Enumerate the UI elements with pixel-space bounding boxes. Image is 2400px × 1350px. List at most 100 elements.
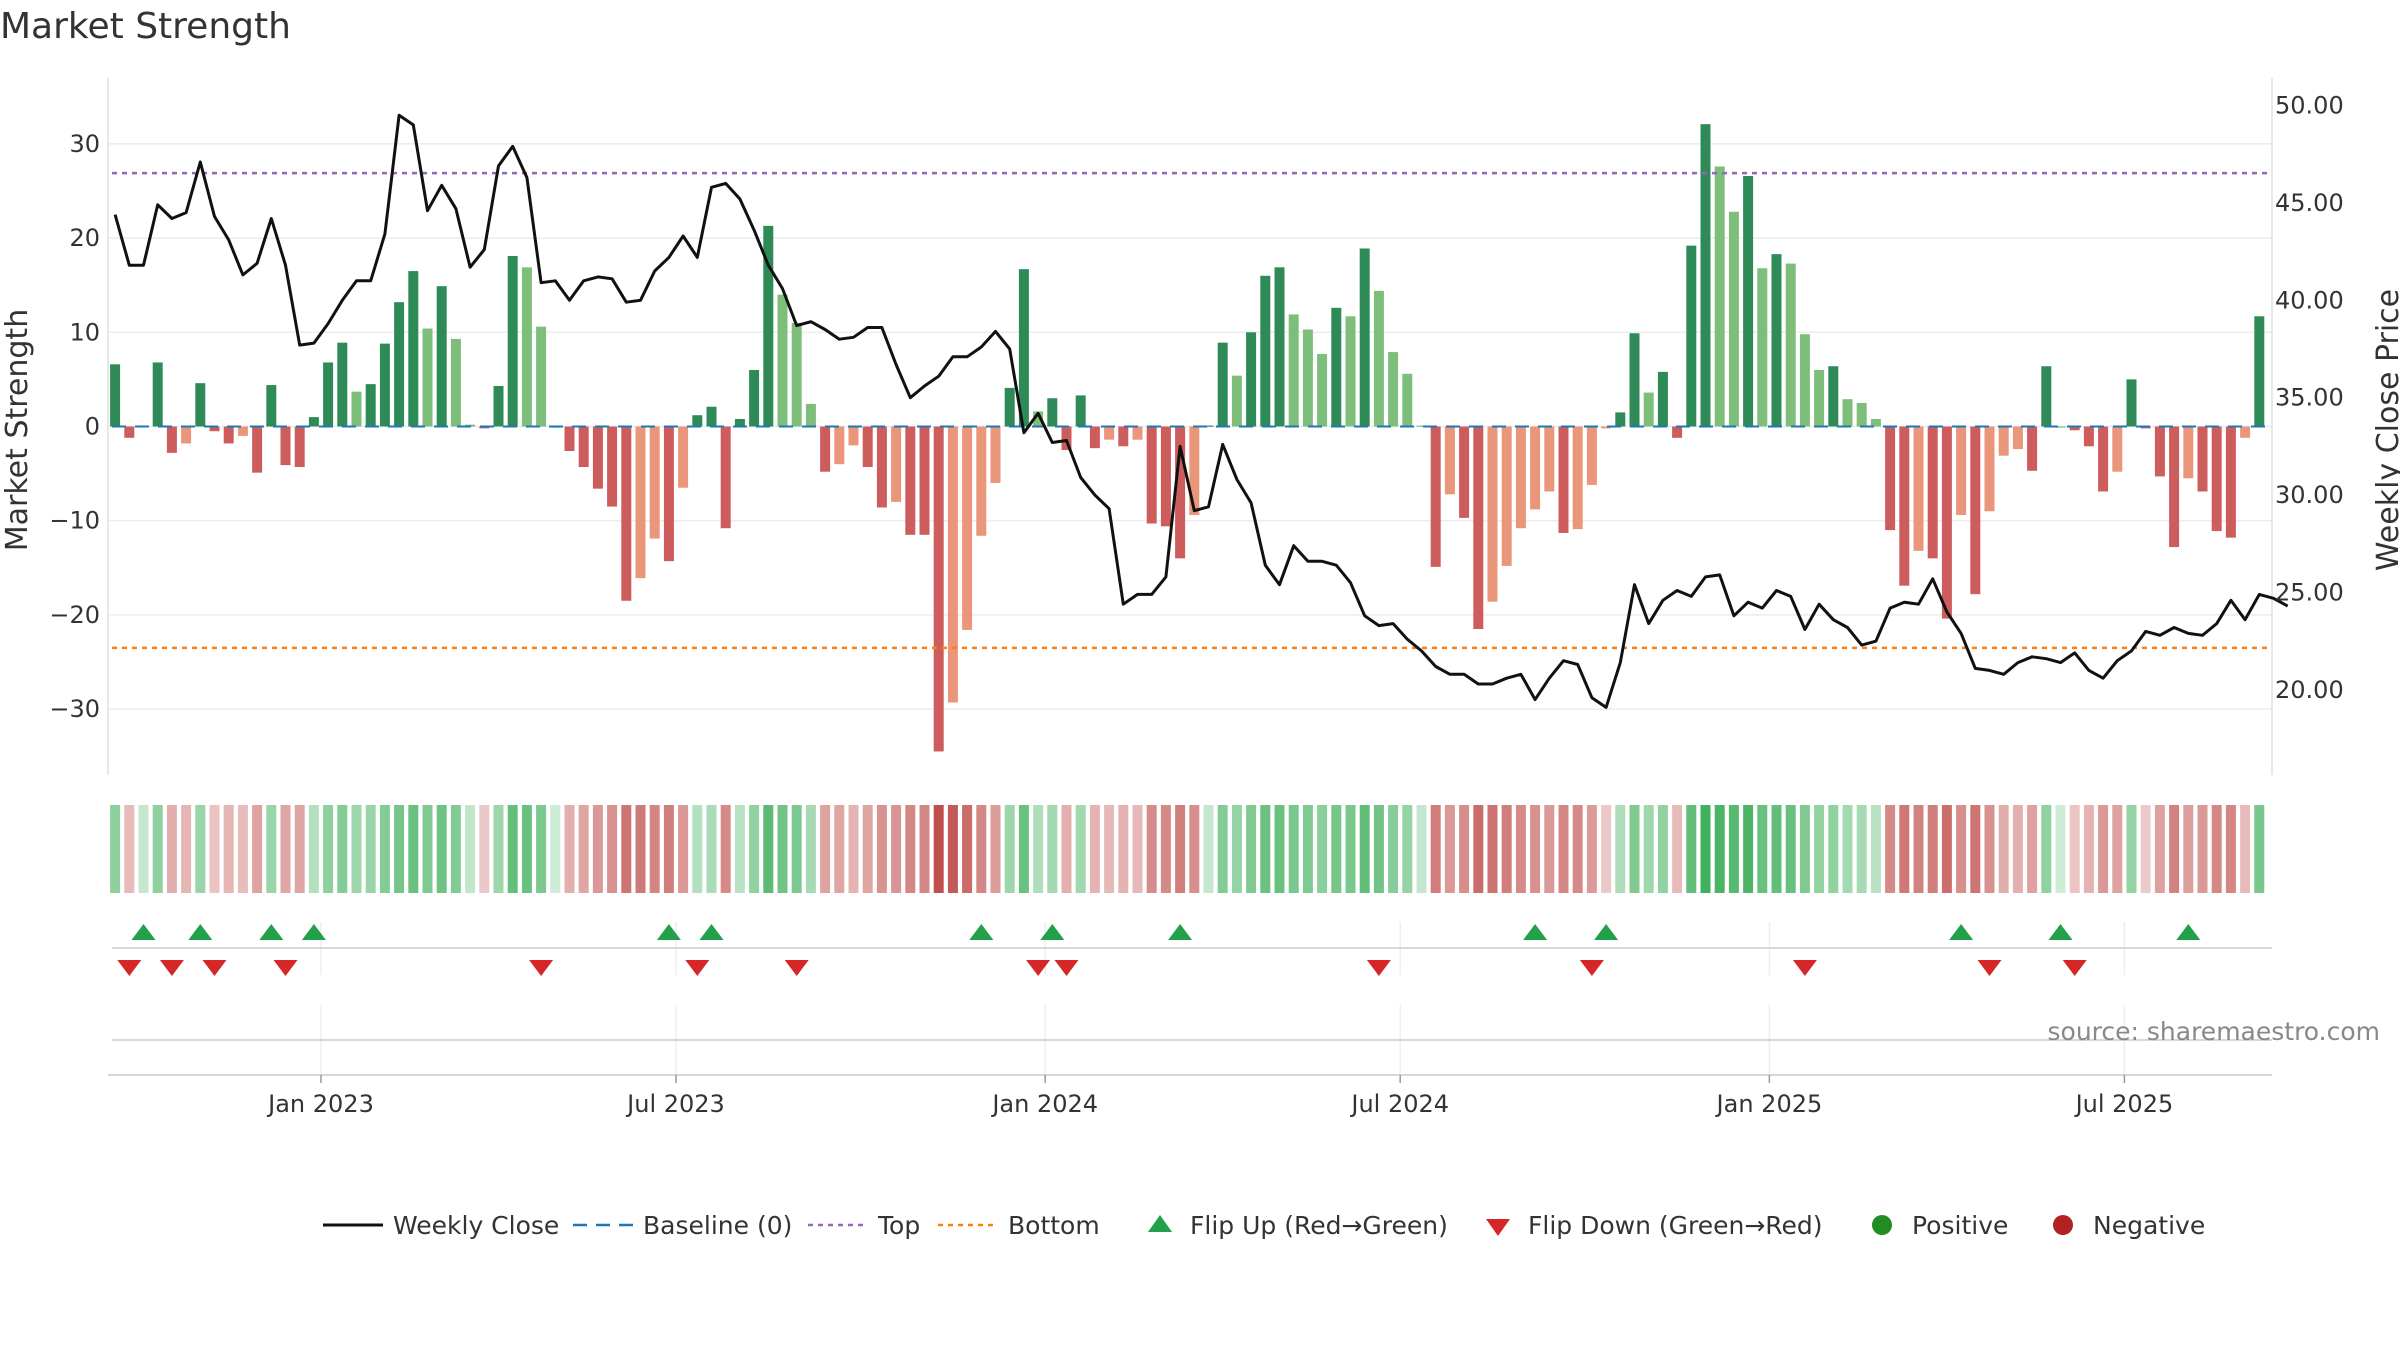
strength-bar: [1686, 245, 1697, 427]
heat-cell: [110, 805, 121, 893]
heat-cell: [947, 805, 958, 893]
strength-bar: [734, 418, 745, 427]
strength-bar: [1345, 316, 1356, 427]
strength-bar: [1927, 426, 1938, 559]
heat-cell: [848, 805, 859, 893]
strength-bar: [337, 342, 348, 427]
heat-cell: [450, 805, 461, 893]
heat-cell: [365, 805, 376, 893]
heat-cell: [1885, 805, 1896, 893]
strength-bar: [578, 426, 589, 468]
strength-bar: [1870, 418, 1881, 427]
heat-cell: [1004, 805, 1015, 893]
strength-bar: [450, 338, 461, 427]
strength-bar: [1075, 395, 1086, 427]
heat-cell: [2140, 805, 2151, 893]
flip-up-marker: [699, 924, 724, 940]
strength-bar: [2126, 379, 2137, 427]
strength-bar: [1757, 268, 1768, 427]
heat-cell: [1643, 805, 1654, 893]
heat-cell: [1714, 805, 1725, 893]
y2-tick-label: 40.00: [2275, 286, 2344, 314]
strength-bar: [990, 426, 1001, 484]
strength-bar: [1089, 426, 1100, 449]
heat-cell: [2098, 805, 2109, 893]
heat-cell: [1089, 805, 1100, 893]
heat-cell: [209, 805, 220, 893]
y-tick-label: 30: [69, 130, 100, 158]
strength-bar: [2225, 426, 2236, 538]
heat-cell: [1842, 805, 1853, 893]
strength-bar: [1317, 353, 1328, 427]
strength-bar: [1487, 426, 1498, 602]
chart-title: Market Strength: [0, 6, 291, 47]
heat-cell: [1146, 805, 1157, 893]
strength-bar: [1899, 426, 1910, 586]
heat-cell: [1288, 805, 1299, 893]
x-gridlines: [108, 922, 2272, 1076]
heat-cell: [195, 805, 206, 893]
legend-item: Bottom: [938, 1211, 1100, 1240]
heat-cell: [394, 805, 405, 893]
x-tick-label: Jul 2025: [2074, 1090, 2174, 1118]
strength-bar: [1643, 392, 1654, 427]
strength-bar: [209, 426, 220, 432]
flip-down-marker: [1977, 960, 2002, 976]
strength-bar: [933, 426, 944, 752]
heat-cell: [1203, 805, 1214, 893]
heat-cell: [976, 805, 987, 893]
heat-cell: [1430, 805, 1441, 893]
heat-cell: [962, 805, 973, 893]
strength-bar: [152, 362, 163, 427]
heat-cell: [1416, 805, 1427, 893]
flip-up-marker: [301, 924, 326, 940]
heat-cell: [663, 805, 674, 893]
heat-cell: [1743, 805, 1754, 893]
strength-bar: [2211, 426, 2222, 532]
strength-bar: [351, 391, 362, 427]
strength-bar: [308, 417, 319, 427]
heat-cell: [2041, 805, 2052, 893]
heat-cell: [1700, 805, 1711, 893]
y2-tick-label: 30.00: [2275, 481, 2344, 509]
strength-bar: [1828, 366, 1839, 427]
heat-cell: [1260, 805, 1271, 893]
strength-bar: [947, 426, 958, 703]
strength-bar: [323, 362, 334, 427]
y2-axis-label: Weekly Close Price: [2371, 289, 2400, 571]
y2-tick-label: 20.00: [2275, 676, 2344, 704]
strength-bar: [166, 426, 177, 453]
strength-bar: [1231, 375, 1242, 427]
heat-cell: [1515, 805, 1526, 893]
legend-label: Flip Down (Green→Red): [1528, 1211, 1823, 1240]
heat-cell: [635, 805, 646, 893]
heat-cell: [138, 805, 149, 893]
legend-label: Bottom: [1008, 1211, 1100, 1240]
strength-bar: [1459, 426, 1470, 518]
heat-cell: [1771, 805, 1782, 893]
heat-cell: [2197, 805, 2208, 893]
strength-bar: [1175, 426, 1186, 559]
strength-bar: [1047, 398, 1058, 427]
strength-bar: [962, 426, 973, 630]
heat-cell: [1302, 805, 1313, 893]
legend-negative-icon: [2053, 1215, 2073, 1235]
heat-cell: [933, 805, 944, 893]
strength-bar: [2069, 426, 2080, 431]
heat-cell: [1246, 805, 1257, 893]
heat-cell: [1828, 805, 1839, 893]
heat-cell: [1444, 805, 1455, 893]
heat-cell: [152, 805, 163, 893]
heat-cell: [1927, 805, 1938, 893]
flip-up-marker: [1949, 924, 1974, 940]
heat-cell: [1586, 805, 1597, 893]
heat-cell: [834, 805, 845, 893]
strength-bar: [1118, 426, 1129, 447]
heat-cell: [493, 805, 504, 893]
strength-bar: [1743, 175, 1754, 427]
legend-item: Positive: [1872, 1211, 2008, 1240]
strength-bar: [1189, 426, 1200, 516]
heat-cell: [1189, 805, 1200, 893]
strength-bar: [493, 385, 504, 427]
heat-cell: [1913, 805, 1924, 893]
